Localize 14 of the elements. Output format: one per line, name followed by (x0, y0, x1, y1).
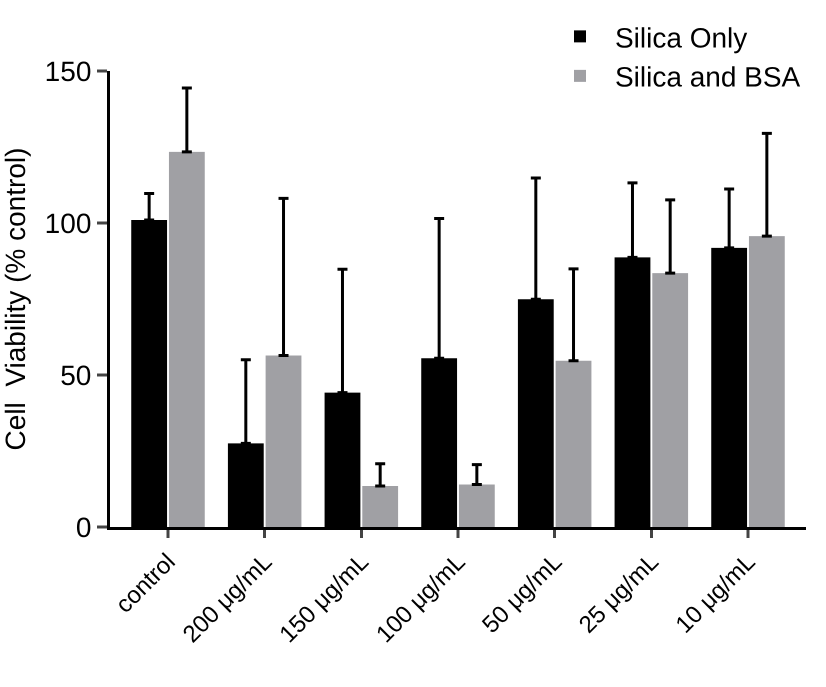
bar (168, 152, 205, 527)
bar (266, 356, 302, 527)
y-tick-label: 50 (60, 360, 92, 391)
bar (362, 486, 398, 527)
y-tick-label: 150 (44, 56, 92, 87)
y-tick-label: 0 (76, 512, 92, 543)
legend-label: Silica and BSA (615, 62, 801, 93)
bar (556, 360, 592, 527)
bar (458, 484, 495, 527)
legend-label: Silica Only (615, 22, 748, 54)
y-axis-title: Cell Viability (% control) (0, 148, 31, 450)
bar (748, 236, 785, 527)
bar (652, 273, 688, 527)
y-tick-label: 100 (44, 208, 92, 239)
